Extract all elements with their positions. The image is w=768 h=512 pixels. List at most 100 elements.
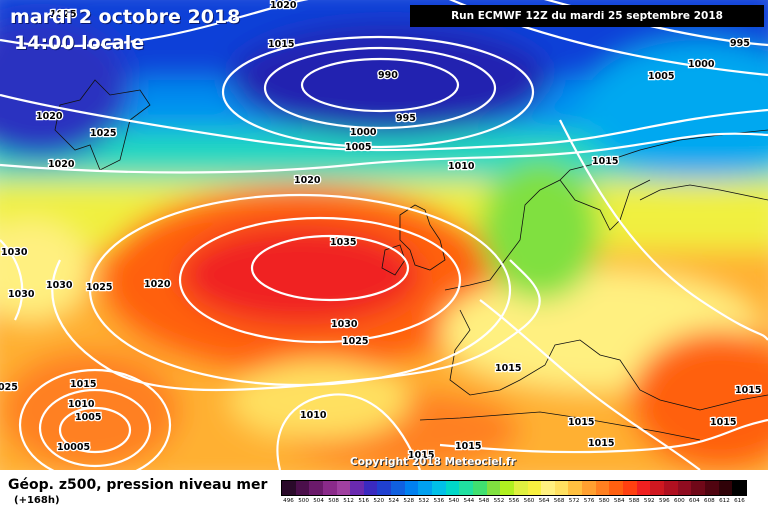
color-swatch: [691, 481, 705, 495]
color-swatch: [677, 481, 692, 495]
color-tick-label: 612: [719, 498, 730, 504]
color-tick-label: 568: [553, 498, 565, 504]
isobar-label: 1015: [455, 441, 481, 452]
color-swatch: [704, 481, 719, 495]
forecast-date: mardi 2 octobre 2018: [10, 6, 241, 28]
color-swatch: [554, 481, 569, 495]
isobar-label: 1010: [448, 161, 475, 172]
isobar-label: 1015: [735, 385, 761, 396]
isobar-label: 995: [396, 113, 416, 124]
color-tick-label: 528: [403, 498, 415, 504]
isobar-label: 1015: [495, 363, 521, 374]
color-swatch: [309, 481, 323, 495]
color-tick-label: 504: [313, 498, 324, 504]
color-swatch: [445, 481, 460, 495]
color-tick-label: 508: [328, 498, 339, 504]
isobar-label: 1025: [90, 128, 116, 139]
isobar-label: 1025: [86, 282, 112, 293]
legend-bar: Géop. z500, pression niveau mer (+168h) …: [0, 470, 768, 512]
color-swatch: [377, 481, 392, 495]
isobar-label: 1020: [294, 175, 321, 186]
color-tick-label: 500: [298, 498, 309, 504]
color-tick-label: 556: [508, 498, 520, 504]
color-tick-label: 536: [433, 498, 445, 504]
isobar-label: 995: [730, 38, 750, 49]
color-swatch: [404, 481, 419, 495]
color-swatch: [432, 481, 446, 495]
isobar-label: 1025: [342, 336, 368, 347]
color-swatch: [513, 481, 528, 495]
color-tick-label: 548: [478, 498, 490, 504]
color-tick-label: 544: [463, 498, 475, 504]
isobar-label: 1005: [345, 142, 371, 153]
color-tick-label: 588: [628, 498, 640, 504]
color-tick-label: 604: [689, 498, 700, 504]
isobar-label: 1030: [8, 289, 35, 300]
isobar-label: 1005: [648, 71, 674, 82]
legend-lead-time: (+168h): [14, 495, 60, 506]
color-tick-label: 540: [448, 498, 460, 504]
color-swatch: [541, 481, 555, 495]
isobar-label: 025: [0, 382, 18, 393]
isobar-label: 1015: [70, 379, 96, 390]
isobar-label: 1030: [331, 319, 358, 330]
coastlines: [54, 79, 768, 441]
color-swatch: [623, 481, 637, 495]
copyright: Copyright 2018 Meteociel.fr: [350, 456, 516, 468]
color-swatch: [732, 481, 746, 495]
color-tick-label: 520: [373, 498, 385, 504]
isobar-label: 1015: [268, 39, 294, 50]
color-swatch: [609, 481, 624, 495]
isobar-label: 1010: [300, 410, 327, 421]
isobar-label: 1015: [710, 417, 736, 428]
isobar-label: 1005: [75, 412, 101, 423]
isobar-label: 10005: [57, 442, 90, 453]
color-tick-label: 608: [704, 498, 715, 504]
forecast-time: 14:00 locale: [14, 32, 145, 54]
color-tick-label: 496: [283, 498, 294, 504]
isobar-label: 1020: [48, 159, 75, 170]
run-info: Run ECMWF 12Z du mardi 25 septembre 2018: [410, 5, 764, 27]
color-tick-label: 560: [523, 498, 535, 504]
color-tick-label: 564: [538, 498, 550, 504]
color-swatch: [568, 481, 583, 495]
color-swatch: [595, 481, 610, 495]
isobar-label: 1020: [270, 0, 297, 11]
isobar-label: 1015: [568, 417, 594, 428]
color-tick-label: 532: [418, 498, 430, 504]
color-tick-label: 596: [658, 498, 670, 504]
isobar-label: 1020: [144, 279, 171, 290]
color-swatch: [336, 481, 351, 495]
isobar-label: 990: [378, 70, 398, 81]
color-tick-label: 512: [343, 498, 354, 504]
color-swatch: [582, 481, 596, 495]
isobar-label: 1000: [350, 127, 377, 138]
color-tick-label: 524: [388, 498, 400, 504]
isobar-labels: 1020 1025 1015 990 995 995 1000 1005 102…: [0, 0, 763, 462]
color-swatch: [650, 481, 664, 495]
color-tick-label: 516: [358, 498, 370, 504]
color-swatch: [391, 481, 405, 495]
color-swatch: [663, 481, 678, 495]
color-scale-ticks: 496 500 504 508 512 516 520 524 528 532 536 540 544 5…: [281, 498, 747, 508]
isobar-label: 1020: [36, 111, 63, 122]
color-swatch: [363, 481, 378, 495]
color-tick-label: 616: [734, 498, 745, 504]
isobar-label: 1015: [588, 438, 614, 449]
color-tick-label: 552: [493, 498, 505, 504]
color-swatch: [295, 481, 310, 495]
color-swatch: [282, 481, 296, 495]
color-swatch: [418, 481, 433, 495]
isobar-label: 1015: [592, 156, 618, 167]
color-tick-label: 600: [673, 498, 685, 504]
color-tick-label: 572: [568, 498, 580, 504]
isobar-label: 1025: [50, 9, 76, 20]
isobar-label: 1015: [408, 450, 434, 461]
color-swatch: [350, 481, 364, 495]
weather-map: 1020 1025 1015 990 995 995 1000 1005 102…: [0, 0, 768, 470]
legend-title: Géop. z500, pression niveau mer: [8, 477, 268, 493]
color-tick-label: 576: [583, 498, 595, 504]
color-scale: [281, 480, 747, 496]
isobar-label: 1030: [1, 247, 28, 258]
